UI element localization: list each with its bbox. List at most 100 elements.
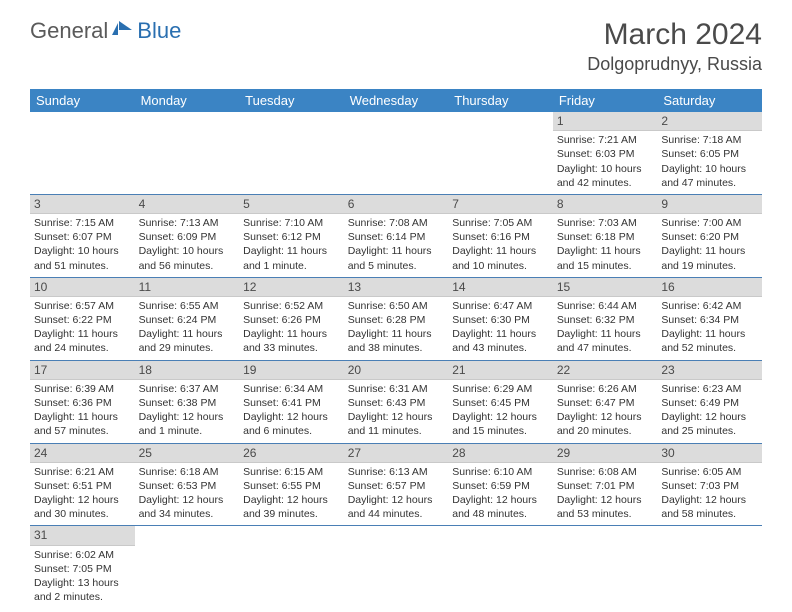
day-day2: and 25 minutes. [661, 424, 758, 438]
day-sunrise: Sunrise: 6:34 AM [243, 382, 340, 396]
day-day2: and 52 minutes. [661, 341, 758, 355]
day-sunrise: Sunrise: 6:44 AM [557, 299, 654, 313]
day-day1: Daylight: 11 hours [557, 327, 654, 341]
calendar-cell: 8Sunrise: 7:03 AMSunset: 6:18 PMDaylight… [553, 194, 658, 277]
daynum-bar-blank [344, 112, 449, 130]
calendar-cell: 5Sunrise: 7:10 AMSunset: 6:12 PMDaylight… [239, 194, 344, 277]
day-day1: Daylight: 12 hours [661, 410, 758, 424]
day-number: 17 [30, 361, 135, 380]
day-day2: and 38 minutes. [348, 341, 445, 355]
calendar-cell: 15Sunrise: 6:44 AMSunset: 6:32 PMDayligh… [553, 277, 658, 360]
calendar-cell: 21Sunrise: 6:29 AMSunset: 6:45 PMDayligh… [448, 360, 553, 443]
day-day1: Daylight: 12 hours [348, 410, 445, 424]
calendar-row: 17Sunrise: 6:39 AMSunset: 6:36 PMDayligh… [30, 360, 762, 443]
day-content: Sunrise: 6:26 AMSunset: 6:47 PMDaylight:… [553, 380, 658, 443]
day-sunrise: Sunrise: 7:21 AM [557, 133, 654, 147]
calendar-cell [344, 526, 449, 608]
day-day1: Daylight: 12 hours [557, 493, 654, 507]
day-day1: Daylight: 12 hours [452, 493, 549, 507]
day-sunset: Sunset: 6:47 PM [557, 396, 654, 410]
day-number: 28 [448, 444, 553, 463]
day-header: Monday [135, 89, 240, 112]
day-sunset: Sunset: 6:38 PM [139, 396, 236, 410]
calendar-cell [448, 112, 553, 194]
day-content: Sunrise: 7:21 AMSunset: 6:03 PMDaylight:… [553, 131, 658, 194]
day-day1: Daylight: 11 hours [661, 327, 758, 341]
day-content: Sunrise: 6:47 AMSunset: 6:30 PMDaylight:… [448, 297, 553, 360]
day-number: 22 [553, 361, 658, 380]
day-header: Thursday [448, 89, 553, 112]
calendar-body: 1Sunrise: 7:21 AMSunset: 6:03 PMDaylight… [30, 112, 762, 608]
calendar-cell: 20Sunrise: 6:31 AMSunset: 6:43 PMDayligh… [344, 360, 449, 443]
day-day2: and 1 minute. [243, 259, 340, 273]
day-day2: and 42 minutes. [557, 176, 654, 190]
day-day2: and 47 minutes. [661, 176, 758, 190]
day-day2: and 44 minutes. [348, 507, 445, 521]
calendar-cell: 2Sunrise: 7:18 AMSunset: 6:05 PMDaylight… [657, 112, 762, 194]
calendar-cell: 26Sunrise: 6:15 AMSunset: 6:55 PMDayligh… [239, 443, 344, 526]
daynum-bar-blank [657, 526, 762, 544]
day-content: Sunrise: 6:37 AMSunset: 6:38 PMDaylight:… [135, 380, 240, 443]
calendar-cell: 31Sunrise: 6:02 AMSunset: 7:05 PMDayligh… [30, 526, 135, 608]
day-number: 3 [30, 195, 135, 214]
day-sunrise: Sunrise: 7:03 AM [557, 216, 654, 230]
day-sunrise: Sunrise: 6:02 AM [34, 548, 131, 562]
day-content: Sunrise: 6:52 AMSunset: 6:26 PMDaylight:… [239, 297, 344, 360]
calendar-row: 31Sunrise: 6:02 AMSunset: 7:05 PMDayligh… [30, 526, 762, 608]
day-day2: and 53 minutes. [557, 507, 654, 521]
day-sunrise: Sunrise: 7:18 AM [661, 133, 758, 147]
day-number: 23 [657, 361, 762, 380]
day-number: 9 [657, 195, 762, 214]
day-content: Sunrise: 7:05 AMSunset: 6:16 PMDaylight:… [448, 214, 553, 277]
day-sunset: Sunset: 6:28 PM [348, 313, 445, 327]
daynum-bar-blank [135, 112, 240, 130]
day-sunset: Sunset: 6:45 PM [452, 396, 549, 410]
day-day1: Daylight: 11 hours [139, 327, 236, 341]
calendar-cell [135, 112, 240, 194]
day-sunrise: Sunrise: 6:05 AM [661, 465, 758, 479]
day-day1: Daylight: 11 hours [34, 327, 131, 341]
day-content: Sunrise: 6:21 AMSunset: 6:51 PMDaylight:… [30, 463, 135, 526]
day-content: Sunrise: 6:13 AMSunset: 6:57 PMDaylight:… [344, 463, 449, 526]
day-sunset: Sunset: 6:03 PM [557, 147, 654, 161]
day-sunset: Sunset: 6:14 PM [348, 230, 445, 244]
calendar-row: 1Sunrise: 7:21 AMSunset: 6:03 PMDaylight… [30, 112, 762, 194]
day-day1: Daylight: 12 hours [34, 493, 131, 507]
logo-text-blue: Blue [137, 18, 181, 44]
day-number: 5 [239, 195, 344, 214]
calendar-cell: 1Sunrise: 7:21 AMSunset: 6:03 PMDaylight… [553, 112, 658, 194]
day-day2: and 10 minutes. [452, 259, 549, 273]
calendar-head: SundayMondayTuesdayWednesdayThursdayFrid… [30, 89, 762, 112]
day-sunset: Sunset: 7:03 PM [661, 479, 758, 493]
calendar-cell [239, 526, 344, 608]
calendar-cell: 29Sunrise: 6:08 AMSunset: 7:01 PMDayligh… [553, 443, 658, 526]
day-day1: Daylight: 12 hours [139, 493, 236, 507]
calendar-cell: 17Sunrise: 6:39 AMSunset: 6:36 PMDayligh… [30, 360, 135, 443]
day-content: Sunrise: 6:05 AMSunset: 7:03 PMDaylight:… [657, 463, 762, 526]
day-day1: Daylight: 10 hours [661, 162, 758, 176]
calendar-cell: 25Sunrise: 6:18 AMSunset: 6:53 PMDayligh… [135, 443, 240, 526]
day-day2: and 15 minutes. [557, 259, 654, 273]
day-content: Sunrise: 7:08 AMSunset: 6:14 PMDaylight:… [344, 214, 449, 277]
day-sunset: Sunset: 6:26 PM [243, 313, 340, 327]
day-content: Sunrise: 6:34 AMSunset: 6:41 PMDaylight:… [239, 380, 344, 443]
day-sunset: Sunset: 6:07 PM [34, 230, 131, 244]
day-sunset: Sunset: 6:51 PM [34, 479, 131, 493]
calendar-cell: 6Sunrise: 7:08 AMSunset: 6:14 PMDaylight… [344, 194, 449, 277]
daynum-bar-blank [344, 526, 449, 544]
day-sunset: Sunset: 6:53 PM [139, 479, 236, 493]
day-sunrise: Sunrise: 6:13 AM [348, 465, 445, 479]
day-day1: Daylight: 11 hours [557, 244, 654, 258]
day-day2: and 6 minutes. [243, 424, 340, 438]
calendar-cell: 4Sunrise: 7:13 AMSunset: 6:09 PMDaylight… [135, 194, 240, 277]
day-day2: and 47 minutes. [557, 341, 654, 355]
day-content: Sunrise: 6:10 AMSunset: 6:59 PMDaylight:… [448, 463, 553, 526]
calendar-cell: 7Sunrise: 7:05 AMSunset: 6:16 PMDaylight… [448, 194, 553, 277]
day-content: Sunrise: 7:00 AMSunset: 6:20 PMDaylight:… [657, 214, 762, 277]
day-number: 8 [553, 195, 658, 214]
day-sunrise: Sunrise: 7:08 AM [348, 216, 445, 230]
calendar-row: 10Sunrise: 6:57 AMSunset: 6:22 PMDayligh… [30, 277, 762, 360]
day-content: Sunrise: 7:03 AMSunset: 6:18 PMDaylight:… [553, 214, 658, 277]
day-day1: Daylight: 10 hours [139, 244, 236, 258]
calendar-cell [657, 526, 762, 608]
